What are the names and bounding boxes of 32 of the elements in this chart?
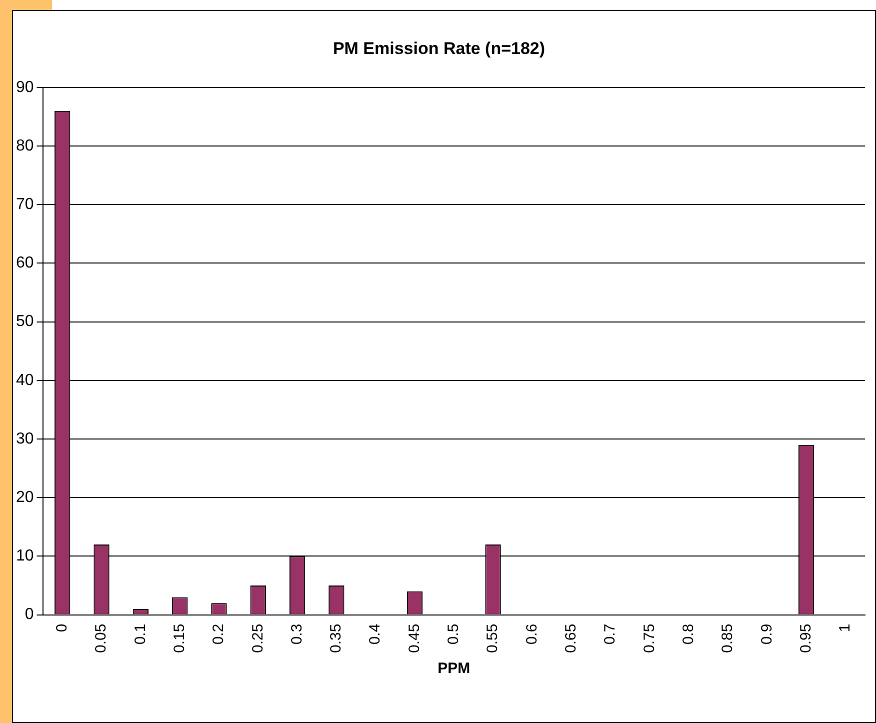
y-tick-label: 20	[16, 489, 34, 506]
x-tick-label: 0.6	[523, 624, 540, 645]
x-tick-label: 0.95	[797, 624, 814, 654]
x-tick-label: 0.7	[602, 624, 619, 645]
y-tick-label: 40	[16, 372, 34, 389]
x-tick-label: 0.65	[562, 624, 580, 654]
x-tick-label: 0.15	[170, 624, 188, 654]
x-tick-label: 0.55	[484, 624, 502, 654]
y-tick-label: 60	[16, 254, 34, 272]
y-tick-label: 70	[16, 196, 34, 214]
y-tick-label: 80	[16, 137, 34, 154]
x-tick-label: 0.8	[680, 624, 697, 645]
x-tick-label: 0.3	[288, 624, 306, 645]
y-tick-label: 10	[16, 548, 34, 565]
y-tick-label: 90	[16, 78, 34, 96]
x-tick-label: 0.9	[758, 624, 776, 645]
x-tick-label: 0.1	[132, 624, 149, 645]
x-tick-label: 0.2	[210, 624, 228, 645]
x-tick-label: 0.5	[445, 624, 462, 645]
x-tick-label: 0.75	[640, 624, 658, 654]
y-tick-label: 30	[16, 430, 34, 448]
x-tick-label: 0.35	[328, 624, 345, 654]
x-tick-label: 0.85	[719, 624, 736, 654]
x-tick-label: 0	[54, 624, 71, 632]
x-tick-label: 1	[836, 624, 854, 632]
x-tick-label: 0.25	[249, 624, 266, 654]
chart-title: PM Emission Rate (n=182)	[332, 38, 546, 58]
y-tick-label: 50	[16, 313, 34, 330]
x-axis-title: PPM	[438, 660, 470, 678]
x-tick-label: 0.4	[366, 624, 384, 645]
x-tick-label: 0.05	[92, 624, 110, 654]
x-tick-label: 0.45	[406, 624, 423, 654]
